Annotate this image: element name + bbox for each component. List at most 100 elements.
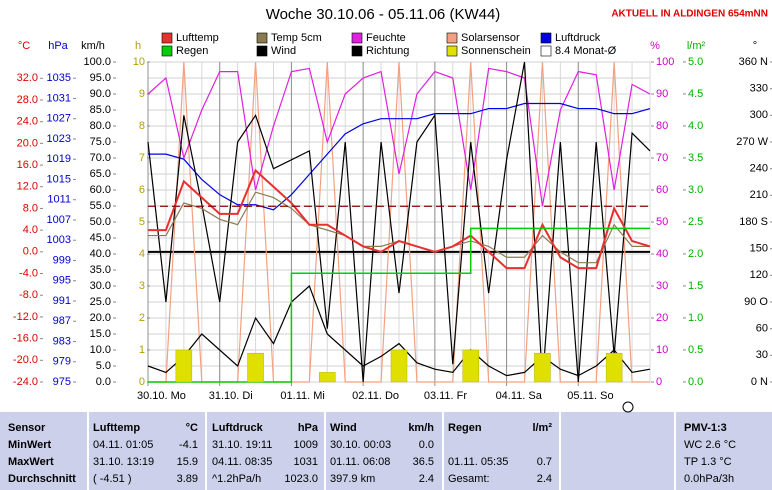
- y-tick-label: 4.0: [688, 120, 703, 132]
- x-tick-label: 01.11. Mi: [280, 390, 324, 402]
- legend-swatch: [446, 32, 458, 44]
- axis-unit: hPa: [48, 40, 68, 52]
- table-cell: 3.89: [177, 473, 198, 485]
- axis-unit: l/m²: [687, 40, 706, 52]
- y-tick-label: 45.0: [90, 232, 111, 244]
- y-tick-label: 987: [53, 315, 71, 327]
- y-tick-label: 979: [53, 356, 71, 368]
- y-tick-label: 360 N: [739, 56, 768, 68]
- y-tick-label: 1003: [47, 234, 71, 246]
- legend-swatch: [351, 32, 363, 44]
- y-tick-label: 3.0: [688, 184, 703, 196]
- table-cell: 1031: [294, 456, 318, 468]
- table-cell: MinWert: [8, 439, 52, 451]
- y-tick-label: -4.0: [19, 267, 38, 279]
- y-tick-label: 4.0: [23, 224, 38, 236]
- y-tick-label: 7: [139, 152, 145, 164]
- y-tick-label: 40.0: [90, 248, 111, 260]
- y-tick-label: 28.0: [17, 94, 38, 106]
- legend-swatch: [540, 45, 552, 57]
- y-tick-label: 50.0: [90, 216, 111, 228]
- table-cell: °C: [186, 422, 198, 434]
- bar: [605, 352, 623, 383]
- y-tick-label: 2.5: [688, 216, 703, 228]
- axis-unit: h: [135, 40, 141, 52]
- x-tick-label: 05.11. So: [567, 390, 613, 402]
- y-tick-label: 8: [139, 120, 145, 132]
- y-tick-label: 999: [53, 254, 71, 266]
- table-cell: 1023.0: [284, 473, 318, 485]
- legend-swatch: [256, 32, 268, 44]
- y-tick-label: 240: [750, 163, 768, 175]
- y-tick-label: 0.0: [96, 376, 111, 388]
- y-tick-label: 150: [750, 243, 768, 255]
- clock-icon: [622, 401, 634, 413]
- table-cell: 0.7: [537, 456, 552, 468]
- series-line: [148, 168, 651, 270]
- y-tick-label: 20.0: [90, 312, 111, 324]
- table-cell: MaxWert: [8, 456, 54, 468]
- y-tick-label: 70.0: [90, 152, 111, 164]
- y-tick-label: 0.0: [23, 246, 38, 258]
- table-cell: 04.11. 01:05: [93, 439, 153, 451]
- table-cell: Wind: [330, 422, 357, 434]
- y-tick-label: 3: [139, 280, 145, 292]
- y-tick-label: 12.0: [17, 181, 38, 193]
- legend-label: Luftdruck: [555, 32, 601, 44]
- x-tick-label: 03.11. Fr: [424, 390, 468, 402]
- table-cell: Gesamt:: [448, 473, 490, 485]
- y-tick-label: 60.0: [90, 184, 111, 196]
- y-tick-label: 2: [139, 312, 145, 324]
- y-tick-label: 100.0: [83, 56, 111, 68]
- series-line: [147, 284, 651, 377]
- y-tick-label: 1027: [47, 113, 71, 125]
- y-tick-label: 10: [656, 344, 668, 356]
- y-tick-label: 6: [139, 184, 145, 196]
- table-cell: hPa: [298, 422, 319, 434]
- location: AKTUELL IN ALDINGEN 654mNN: [611, 9, 768, 20]
- table-cell: 2.4: [537, 473, 552, 485]
- table-cell: 36.5: [413, 456, 434, 468]
- y-tick-label: 0.0: [688, 376, 703, 388]
- y-tick-label: 35.0: [90, 264, 111, 276]
- axis-unit: km/h: [81, 40, 105, 52]
- y-tick-label: 24.0: [17, 116, 38, 128]
- y-tick-label: 25.0: [90, 296, 111, 308]
- y-tick-label: 0: [656, 376, 662, 388]
- table-cell: WC 2.6 °C: [684, 439, 736, 451]
- table-cell: 15.9: [177, 456, 198, 468]
- legend-swatch: [351, 45, 363, 57]
- table-cell: Sensor: [8, 422, 46, 434]
- y-tick-label: 983: [53, 335, 71, 347]
- legend-label: Richtung: [366, 45, 409, 57]
- table-cell: 01.11. 06:08: [330, 456, 390, 468]
- y-tick-label: 991: [53, 295, 71, 307]
- x-tick-label: 30.10. Mo: [137, 390, 186, 402]
- legend-label: Sonnenschein: [461, 45, 531, 57]
- bar: [462, 349, 479, 383]
- y-tick-label: 65.0: [90, 168, 111, 180]
- legend-swatch: [256, 45, 268, 57]
- y-tick-label: 0.5: [688, 344, 703, 356]
- y-tick-label: 1035: [47, 72, 71, 84]
- y-tick-label: 90: [656, 88, 668, 100]
- table-background: [0, 412, 772, 490]
- y-tick-label: 1015: [47, 173, 71, 185]
- y-tick-label: 0 N: [751, 376, 768, 388]
- series-line: [147, 61, 651, 383]
- y-tick-label: 85.0: [90, 104, 111, 116]
- y-tick-label: 15.0: [90, 328, 111, 340]
- table-cell: PMV-1:3: [684, 422, 727, 434]
- table-cell: ^1.2hPa/h: [212, 473, 261, 485]
- legend-swatch: [161, 45, 173, 57]
- series-step: [148, 227, 650, 383]
- y-tick-label: 1031: [47, 92, 71, 104]
- y-tick-label: 1023: [47, 133, 71, 145]
- y-tick-label: 120: [750, 269, 768, 281]
- y-tick-label: 80.0: [90, 120, 111, 132]
- table-cell: 01.11. 05:35: [448, 456, 508, 468]
- y-tick-label: 60: [656, 184, 668, 196]
- y-tick-label: 50: [656, 216, 668, 228]
- x-tick-label: 04.11. Sa: [496, 390, 543, 402]
